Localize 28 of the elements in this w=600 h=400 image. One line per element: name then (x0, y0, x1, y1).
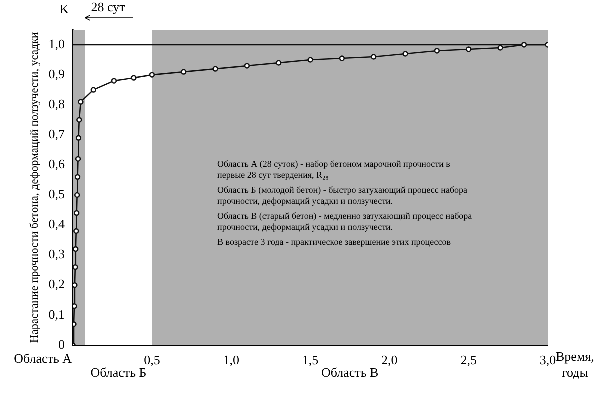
annotation: Область В (старый бетон) - медленно затухающий процесс набора прочности, деформаций усадки и ползучести. (216, 211, 474, 234)
y-tick-label: 0,4 (48, 216, 66, 232)
y-tick-label: 0,6 (48, 156, 66, 172)
y-tick-label: 1,0 (48, 36, 66, 52)
y-tick-label: 0,5 (48, 186, 66, 202)
band-label: Область А (14, 350, 73, 366)
y-tick-label: 0,1 (48, 306, 66, 322)
y-tick-label: 0,9 (48, 66, 66, 82)
text: 28 сут (91, 0, 126, 14)
x-tick-label: 2,0 (382, 352, 398, 368)
annotation: В возрасте 3 года - практическое завершение этих процессов (216, 237, 452, 248)
y-tick-label: 0,8 (48, 96, 66, 112)
x-tick-label: 3,0 (540, 352, 556, 368)
text: Область Б (90, 364, 147, 380)
x-tick-label: 0,5 (144, 352, 160, 368)
y-tick-label: 0,7 (48, 126, 66, 142)
text: K (60, 1, 70, 16)
y-tick-label: 0,3 (48, 246, 66, 262)
x-tick-label: 1,5 (302, 352, 319, 368)
x-tick-label: 2,5 (460, 352, 477, 368)
annotation: Область Б (молодой бетон) - быстро затухающий процесс набора прочности, деформаций усадки и ползучести. (216, 185, 469, 208)
x-axis-title: Время, годы (556, 348, 594, 380)
x-tick-label: 1,0 (223, 352, 240, 368)
annotation: Область А (28 суток) - набор бетоном марочной прочности в первые 28 сут твердения, R₂₈ (216, 159, 452, 182)
y-tick-label: 0 (58, 336, 66, 352)
band-label: Область В (321, 364, 380, 380)
y-tick-label: 0,2 (48, 276, 66, 292)
y-axis-title: Нарастание прочности бетона, деформаций ползучести, усадки (28, 32, 41, 344)
